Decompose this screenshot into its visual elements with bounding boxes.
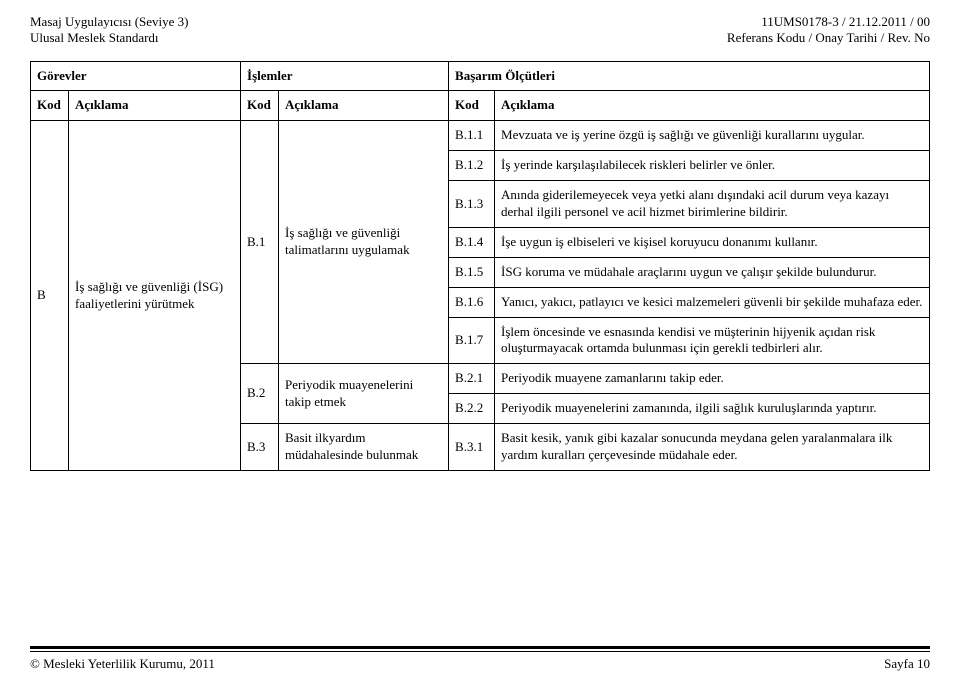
- islem-b1-kod: B.1: [241, 121, 279, 364]
- header-left: Masaj Uygulayıcısı (Seviye 3) Ulusal Mes…: [30, 14, 189, 47]
- olcut-text: İşlem öncesinde ve esnasında kendisi ve …: [495, 317, 930, 364]
- olcut-kod: B.1.7: [449, 317, 495, 364]
- col-aciklama-2: Açıklama: [279, 91, 449, 121]
- col-aciklama-1: Açıklama: [69, 91, 241, 121]
- col-kod-2: Kod: [241, 91, 279, 121]
- olcut-text: Periyodik muayene zamanlarını takip eder…: [495, 364, 930, 394]
- olcut-text: Basit kesik, yanık gibi kazalar sonucund…: [495, 424, 930, 471]
- olcut-kod: B.2.1: [449, 364, 495, 394]
- islem-b1-aciklama: İş sağlığı ve güvenliği talimatlarını uy…: [279, 121, 449, 364]
- col-kod-1: Kod: [31, 91, 69, 121]
- footer-left: © Mesleki Yeterlilik Kurumu, 2011: [30, 656, 215, 672]
- col-aciklama-3: Açıklama: [495, 91, 930, 121]
- olcut-kod: B.1.1: [449, 121, 495, 151]
- gorev-kod: B: [31, 121, 69, 471]
- header-right-line1: 11UMS0178-3 / 21.12.2011 / 00: [761, 14, 930, 29]
- col-kod-3: Kod: [449, 91, 495, 121]
- gorev-aciklama: İş sağlığı ve güvenliği (İSG) faaliyetle…: [69, 121, 241, 471]
- table-row: B İş sağlığı ve güvenliği (İSG) faaliyet…: [31, 121, 930, 151]
- olcut-kod: B.1.2: [449, 151, 495, 181]
- header-right: 11UMS0178-3 / 21.12.2011 / 00 Referans K…: [727, 14, 930, 47]
- islem-b2-kod: B.2: [241, 364, 279, 424]
- table-sub-header: Kod Açıklama Kod Açıklama Kod Açıklama: [31, 91, 930, 121]
- olcut-kod: B.1.5: [449, 257, 495, 287]
- page-header: Masaj Uygulayıcısı (Seviye 3) Ulusal Mes…: [30, 14, 930, 47]
- olcut-kod: B.1.4: [449, 227, 495, 257]
- islem-b3-kod: B.3: [241, 424, 279, 471]
- olcut-kod: B.1.6: [449, 287, 495, 317]
- olcut-kod: B.1.3: [449, 181, 495, 228]
- islem-b2-aciklama: Periyodik muayenelerini takip etmek: [279, 364, 449, 424]
- header-left-line2: Ulusal Meslek Standardı: [30, 30, 159, 45]
- footer-rule-thin: [30, 651, 930, 652]
- olcut-text: İşe uygun iş elbiseleri ve kişisel koruy…: [495, 227, 930, 257]
- header-left-line1: Masaj Uygulayıcısı (Seviye 3): [30, 14, 189, 29]
- page-footer: © Mesleki Yeterlilik Kurumu, 2011 Sayfa …: [30, 646, 930, 672]
- olcut-text: İSG koruma ve müdahale araçlarını uygun …: [495, 257, 930, 287]
- olcut-kod: B.3.1: [449, 424, 495, 471]
- document-page: Masaj Uygulayıcısı (Seviye 3) Ulusal Mes…: [0, 0, 960, 690]
- col-islemler: İşlemler: [241, 61, 449, 91]
- olcut-text: Periyodik muayenelerini zamanında, ilgil…: [495, 394, 930, 424]
- footer-right: Sayfa 10: [884, 656, 930, 672]
- col-basarim: Başarım Ölçütleri: [449, 61, 930, 91]
- footer-rule-thick: [30, 646, 930, 649]
- olcut-text: Anında giderilemeyecek veya yetki alanı …: [495, 181, 930, 228]
- col-gorevler: Görevler: [31, 61, 241, 91]
- standards-table: Görevler İşlemler Başarım Ölçütleri Kod …: [30, 61, 930, 471]
- olcut-text: Mevzuata ve iş yerine özgü iş sağlığı ve…: [495, 121, 930, 151]
- olcut-text: İş yerinde karşılaşılabilecek riskleri b…: [495, 151, 930, 181]
- islem-b3-aciklama: Basit ilkyardım müdahalesinde bulunmak: [279, 424, 449, 471]
- olcut-text: Yanıcı, yakıcı, patlayıcı ve kesici malz…: [495, 287, 930, 317]
- olcut-kod: B.2.2: [449, 394, 495, 424]
- table-section-header: Görevler İşlemler Başarım Ölçütleri: [31, 61, 930, 91]
- header-right-line2: Referans Kodu / Onay Tarihi / Rev. No: [727, 30, 930, 45]
